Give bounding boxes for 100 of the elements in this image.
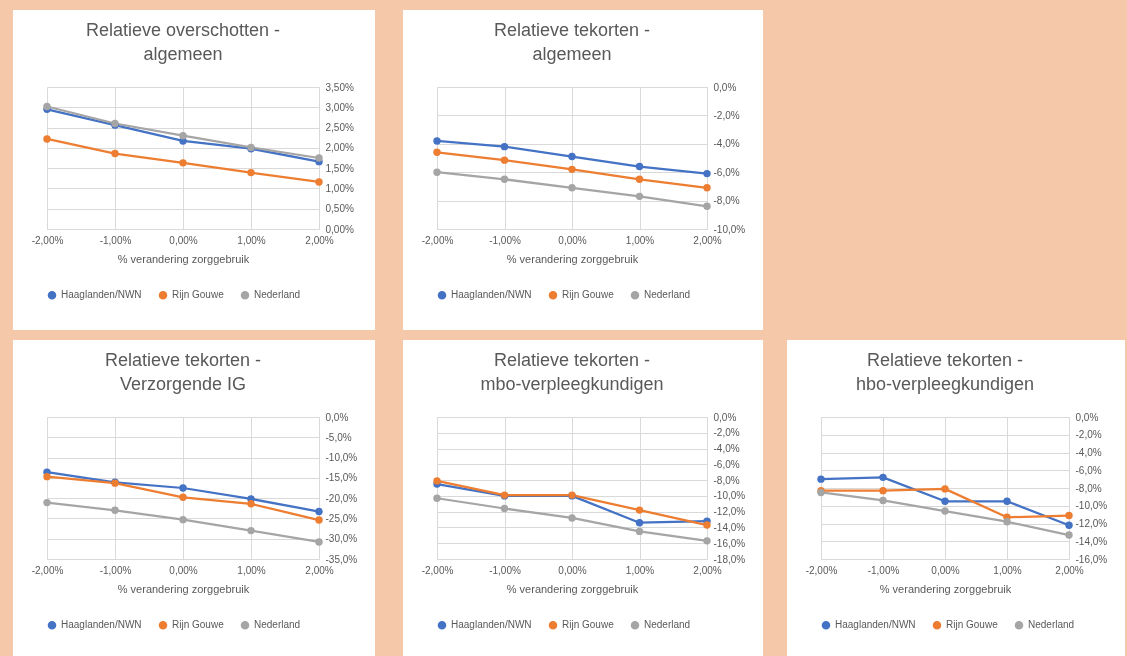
chart-title: Relatieve tekorten - mbo-verpleegkundigen	[480, 350, 664, 394]
x-tick-label: 2,00%	[305, 234, 334, 246]
y-tick-label: -14,0%	[713, 521, 746, 533]
x-tick-label: 2,00%	[305, 564, 334, 576]
x-tick-label: 2,00%	[693, 564, 722, 576]
point	[43, 498, 51, 507]
point	[568, 152, 576, 161]
y-tick-label: -4,0%	[713, 443, 740, 455]
point	[635, 527, 644, 536]
x-tick-label: 1,00%	[625, 564, 655, 576]
point	[568, 184, 576, 192]
x-tick-label: 1,00%	[237, 564, 266, 576]
chart-title: Relatieve tekorten - Verzorgende IG	[104, 350, 262, 394]
point	[315, 507, 323, 516]
y-tick-label: -12,0%	[713, 506, 746, 518]
y-tick-label: -18,0%	[713, 553, 746, 565]
y-tick-label: -12,0%	[1075, 518, 1108, 529]
y-tick-label: -2,0%	[713, 427, 740, 439]
x-tick-label: 0,00%	[169, 564, 198, 576]
x-tick-label: -2,00%	[421, 564, 454, 576]
y-tick-label: 2,00%	[325, 142, 354, 154]
y-tick-label: 0,0%	[713, 411, 737, 423]
legend-label: Nederland	[254, 619, 301, 631]
point	[111, 149, 119, 158]
point	[941, 507, 949, 515]
y-tick-label: -6,0%	[1075, 464, 1102, 476]
legend-label: Nederland	[644, 619, 691, 631]
legend-label: Rijn Gouwe	[172, 619, 225, 631]
point	[43, 472, 51, 481]
y-tick-label: -10,0%	[325, 452, 358, 464]
y-tick-label: 2,50%	[325, 122, 354, 134]
point	[1003, 497, 1011, 506]
point	[635, 519, 644, 527]
y-tick-label: -16,0%	[1075, 553, 1108, 565]
point	[635, 506, 644, 514]
x-tick-label: 0,00%	[558, 234, 587, 246]
x-tick-label: -1,00%	[99, 234, 132, 246]
point	[179, 493, 187, 502]
point	[635, 162, 644, 171]
legend-label: Haaglanden/NWN	[451, 289, 532, 301]
x-tick-label: 0,00%	[558, 564, 587, 576]
point	[315, 178, 323, 186]
x-axis-title: % verandering zorggebruik	[506, 252, 639, 265]
point	[635, 175, 644, 183]
point	[179, 515, 187, 524]
chart-title: Relatieve tekorten - algemeen	[493, 20, 651, 64]
x-tick-label: 1,00%	[625, 234, 655, 246]
point	[703, 202, 711, 210]
x-tick-label: -2,00%	[31, 564, 64, 576]
y-tick-label: -35,0%	[325, 553, 358, 565]
point	[247, 168, 255, 177]
point	[879, 496, 887, 505]
legend-label: Haaglanden/NWN	[451, 619, 532, 631]
point	[635, 192, 644, 201]
y-tick-label: -16,0%	[713, 537, 746, 549]
chart-title: Relatieve tekorten - hbo-verpleegkundigen	[855, 350, 1035, 394]
y-tick-label: 3,00%	[325, 101, 354, 113]
point	[247, 526, 255, 535]
legend-label: Rijn Gouwe	[562, 619, 615, 631]
point	[247, 500, 255, 508]
point	[179, 131, 187, 140]
point	[500, 142, 509, 151]
x-tick-label: 0,00%	[169, 234, 198, 246]
legend-label: Nederland	[254, 289, 301, 301]
point	[43, 135, 51, 143]
y-tick-label: -6,0%	[713, 458, 740, 470]
x-axis-title: % verandering zorggebruik	[117, 252, 250, 265]
point	[433, 494, 441, 502]
point	[500, 175, 509, 183]
x-axis-title: % verandering zorggebruik	[506, 582, 639, 595]
y-tick-label: -10,0%	[1075, 500, 1108, 512]
y-tick-label: -4,0%	[1075, 447, 1102, 458]
x-tick-label: -1,00%	[489, 234, 521, 246]
legend-label: Rijn Gouwe	[172, 289, 225, 301]
y-tick-label: -10,0%	[713, 223, 746, 235]
y-tick-label: -10,0%	[713, 490, 746, 502]
point	[433, 168, 441, 176]
y-tick-label: -8,0%	[713, 474, 740, 486]
y-tick-label: 3,50%	[325, 81, 354, 93]
point	[315, 516, 323, 524]
y-tick-label: -8,0%	[713, 195, 740, 207]
y-tick-label: -15,0%	[325, 472, 358, 484]
y-tick-label: -20,0%	[325, 492, 358, 504]
point	[703, 521, 711, 529]
legend-label: Haaglanden/NWN	[835, 619, 916, 631]
x-axis-title: % verandering zorggebruik	[117, 582, 250, 595]
x-tick-label: -1,00%	[867, 564, 900, 576]
legend-label: Rijn Gouwe	[562, 289, 615, 301]
y-tick-label: -2,0%	[713, 109, 740, 121]
x-tick-label: 1,00%	[993, 564, 1022, 576]
point	[1003, 518, 1011, 526]
x-axis-title: % verandering zorggebruik	[879, 582, 1012, 595]
legend-label: Haaglanden/NWN	[61, 619, 142, 631]
legend-label: Nederland	[1028, 619, 1075, 631]
x-tick-label: 0,00%	[931, 564, 960, 576]
legend-label: Rijn Gouwe	[946, 619, 999, 631]
x-tick-label: -2,00%	[421, 234, 454, 246]
point	[703, 184, 711, 192]
point	[1065, 531, 1073, 539]
y-tick-label: 0,0%	[1075, 411, 1099, 423]
